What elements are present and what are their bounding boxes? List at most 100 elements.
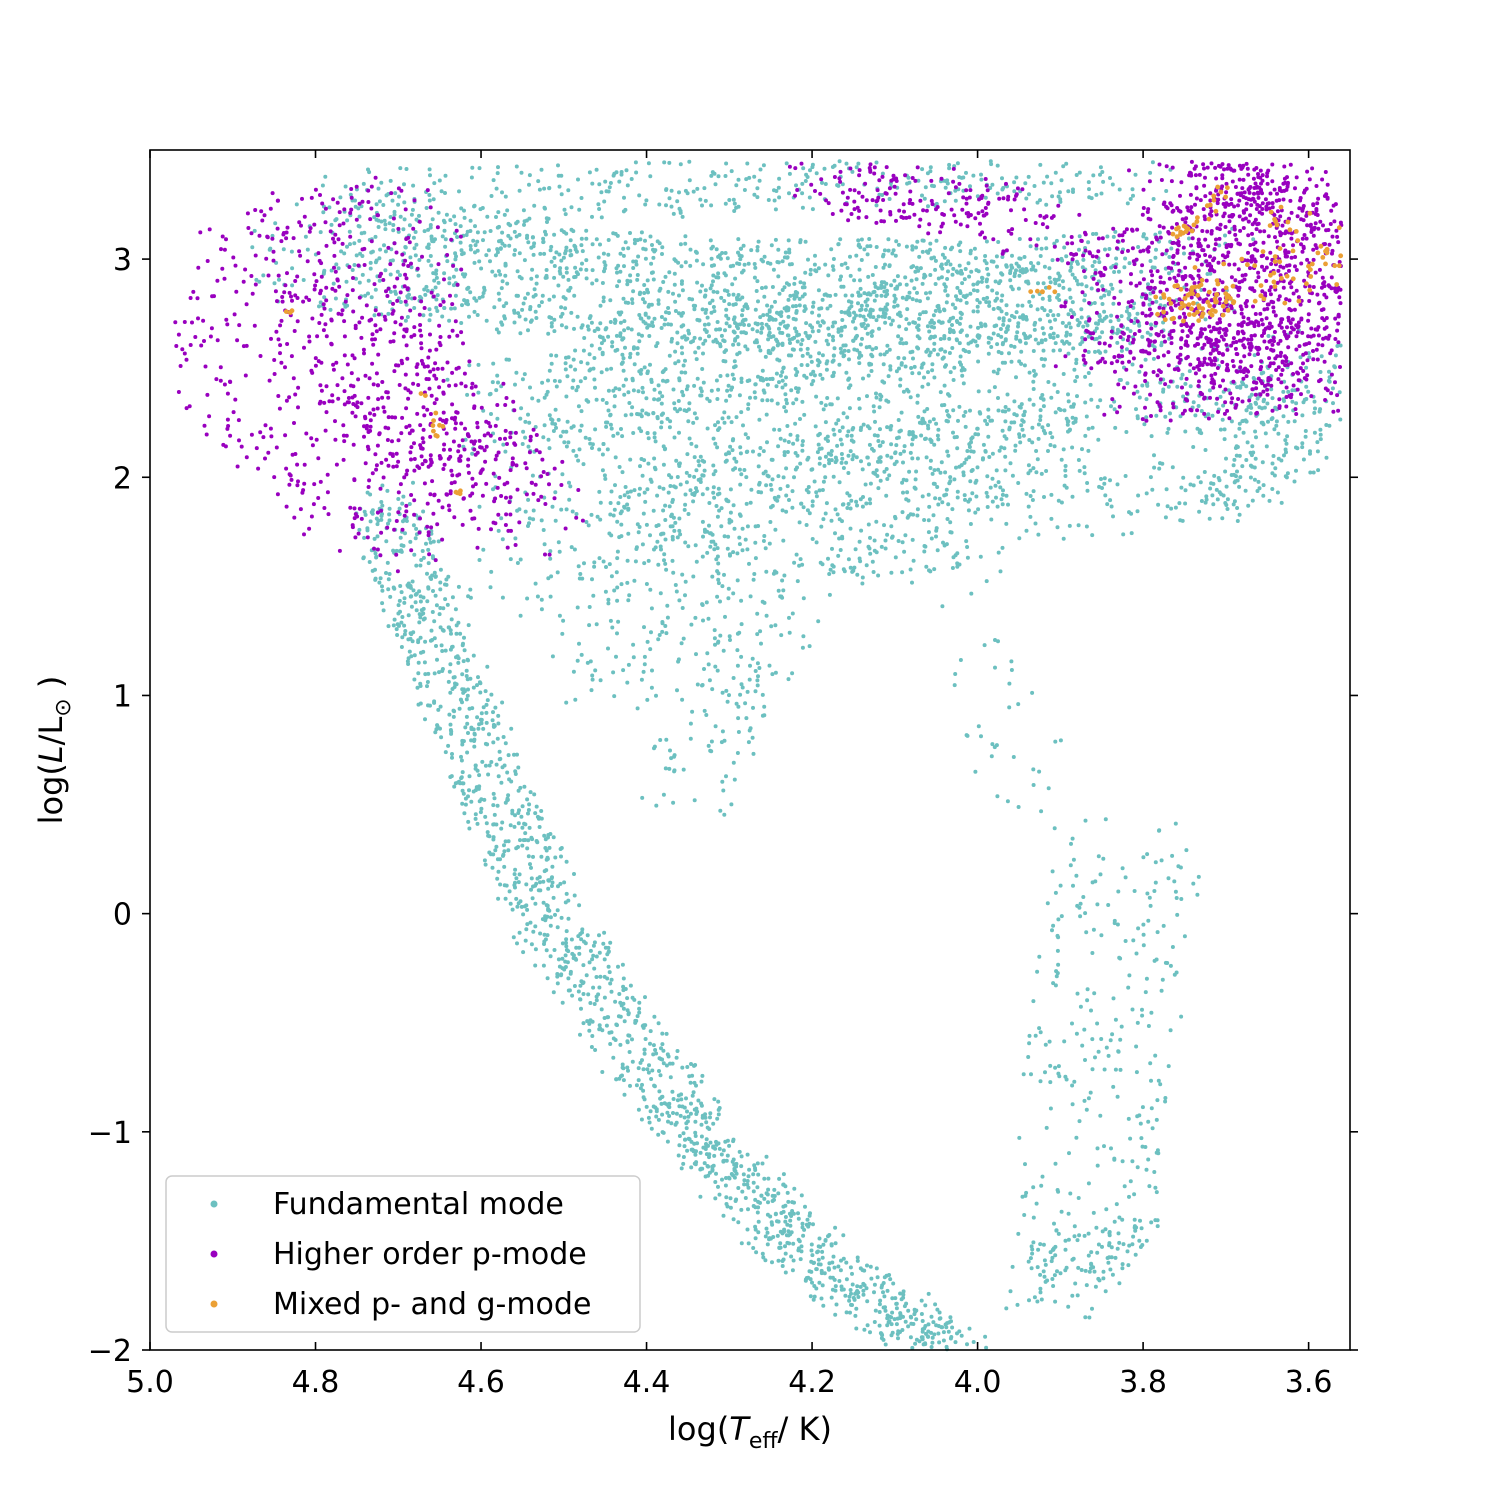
- scatter-point: [753, 382, 758, 387]
- scatter-point: [1041, 363, 1046, 368]
- scatter-point: [756, 1199, 761, 1204]
- scatter-point: [716, 1099, 721, 1104]
- scatter-point: [1125, 381, 1130, 386]
- scatter-point: [625, 502, 630, 507]
- scatter-point: [955, 489, 960, 494]
- scatter-point: [528, 790, 533, 795]
- scatter-point: [443, 244, 448, 249]
- scatter-point: [1019, 423, 1024, 428]
- scatter-point: [727, 1143, 732, 1148]
- scatter-point: [568, 364, 573, 369]
- scatter-point: [802, 304, 807, 309]
- scatter-point: [885, 1288, 890, 1293]
- scatter-point: [396, 603, 401, 608]
- scatter-point: [783, 1215, 788, 1219]
- scatter-point: [775, 343, 780, 348]
- scatter-point: [935, 433, 940, 438]
- scatter-point: [916, 323, 921, 328]
- scatter-point: [872, 281, 877, 286]
- scatter-point: [426, 585, 431, 590]
- scatter-point: [577, 641, 581, 646]
- scatter-point: [989, 336, 994, 341]
- scatter-point: [677, 1143, 682, 1148]
- scatter-point: [638, 1086, 643, 1091]
- scatter-point: [780, 370, 785, 374]
- scatter-point: [556, 884, 560, 889]
- scatter-point: [1083, 275, 1088, 280]
- scatter-point: [542, 869, 547, 874]
- scatter-point: [450, 752, 454, 756]
- scatter-point: [1064, 330, 1069, 335]
- scatter-point: [572, 293, 577, 298]
- scatter-point: [990, 288, 995, 293]
- scatter-point: [689, 441, 694, 446]
- scatter-point: [680, 335, 685, 340]
- scatter-point: [519, 276, 524, 281]
- scatter-point: [631, 431, 636, 435]
- scatter-point: [1039, 246, 1044, 251]
- scatter-point: [1144, 491, 1149, 496]
- scatter-point: [932, 1332, 937, 1337]
- scatter-point: [257, 279, 262, 284]
- scatter-point: [692, 474, 697, 479]
- scatter-point: [1106, 292, 1111, 297]
- scatter-point: [660, 370, 665, 375]
- scatter-point: [303, 234, 308, 239]
- scatter-point: [786, 1199, 791, 1204]
- scatter-point: [687, 296, 692, 301]
- scatter-point: [628, 457, 633, 462]
- scatter-point: [776, 274, 781, 279]
- scatter-point: [509, 779, 514, 784]
- scatter-point: [913, 269, 918, 274]
- scatter-point: [463, 725, 468, 730]
- scatter-point: [932, 321, 936, 325]
- scatter-point: [625, 1065, 630, 1070]
- scatter-point: [1235, 385, 1240, 390]
- scatter-point: [794, 304, 798, 308]
- scatter-point: [888, 364, 893, 369]
- scatter-point: [723, 1183, 728, 1188]
- scatter-point: [1031, 379, 1036, 384]
- scatter-point: [496, 869, 501, 874]
- scatter-point: [770, 457, 775, 462]
- scatter-point: [1022, 409, 1027, 414]
- scatter-point: [1031, 489, 1036, 494]
- scatter-point: [846, 453, 851, 458]
- scatter-point: [714, 1139, 718, 1144]
- scatter-point: [835, 443, 840, 448]
- scatter-point: [630, 301, 635, 305]
- scatter-point: [448, 690, 453, 695]
- scatter-point: [806, 257, 810, 262]
- scatter-point: [744, 475, 749, 480]
- scatter-point: [396, 229, 401, 234]
- scatter-point: [1084, 524, 1089, 529]
- scatter-point: [1056, 277, 1061, 282]
- scatter-point: [492, 439, 497, 444]
- scatter-point: [531, 294, 536, 299]
- scatter-point: [553, 518, 558, 523]
- scatter-point: [538, 931, 543, 936]
- scatter-point: [752, 275, 757, 280]
- scatter-point: [413, 536, 418, 541]
- scatter-point: [652, 1014, 657, 1019]
- scatter-point: [916, 327, 921, 332]
- scatter-point: [363, 512, 368, 517]
- scatter-point: [1028, 304, 1033, 308]
- scatter-point: [952, 365, 957, 370]
- scatter-point: [1143, 357, 1148, 362]
- scatter-point: [710, 532, 715, 537]
- scatter-point: [1080, 335, 1085, 340]
- scatter-point: [821, 479, 826, 484]
- scatter-point: [951, 408, 956, 413]
- scatter-point: [357, 280, 362, 285]
- scatter-point: [446, 574, 451, 579]
- scatter-point: [587, 623, 592, 628]
- scatter-point: [759, 326, 764, 331]
- scatter-point: [585, 361, 590, 366]
- scatter-point: [838, 237, 843, 242]
- scatter-point: [274, 260, 279, 265]
- scatter-point: [969, 440, 973, 445]
- scatter-point: [494, 253, 498, 258]
- scatter-point: [880, 440, 885, 445]
- scatter-point: [851, 319, 855, 324]
